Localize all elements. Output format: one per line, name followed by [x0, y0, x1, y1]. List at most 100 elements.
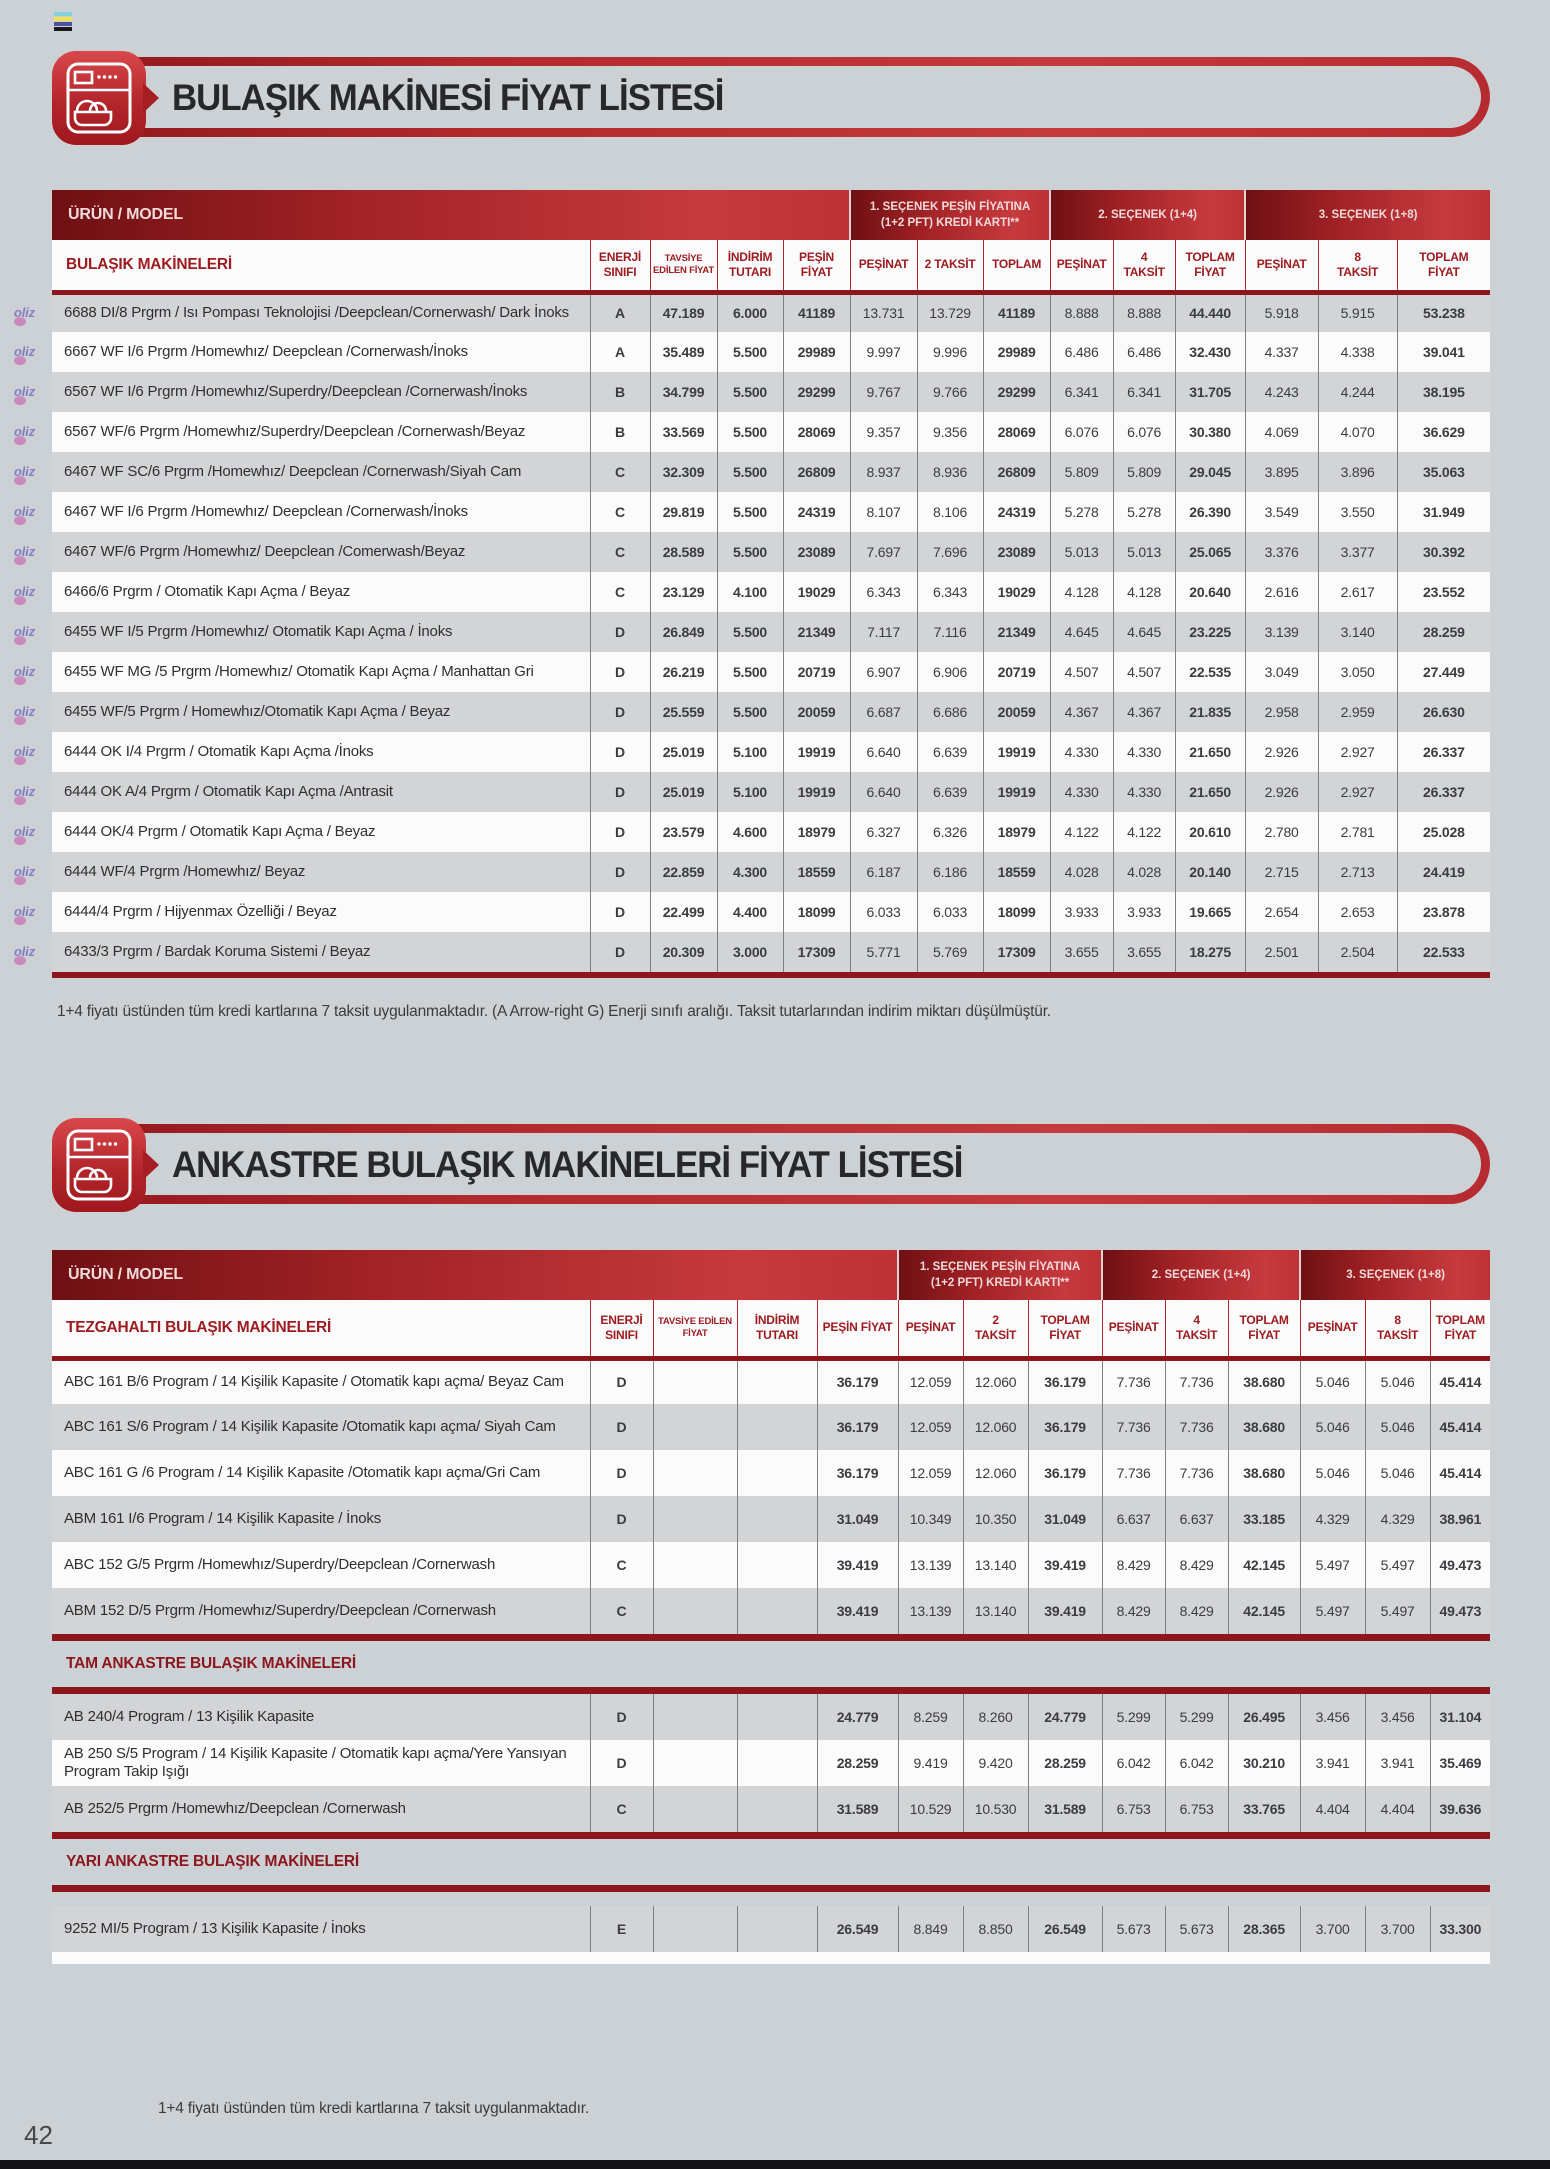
brand-watermark-dot — [14, 355, 26, 365]
brand-watermark-dot — [14, 955, 26, 965]
price-cell: 3.377 — [1317, 532, 1398, 572]
price-cell: 4.367 — [1049, 692, 1114, 732]
price-cell: 6.640 — [849, 772, 918, 812]
price-cell — [736, 1906, 817, 1952]
price-cell — [652, 1496, 737, 1542]
price-cell: 20.140 — [1174, 852, 1246, 892]
price-cell: 31.104 — [1429, 1694, 1491, 1740]
column-header: BULAŞIK MAKİNELERİ — [52, 240, 590, 295]
price-cell: 3.550 — [1317, 492, 1398, 532]
brand-watermark: oliz — [14, 864, 35, 885]
price-cell: 5.299 — [1164, 1694, 1229, 1740]
price-cell — [652, 1786, 737, 1832]
price-cell: 8.888 — [1112, 292, 1176, 332]
price-cell: 44.440 — [1174, 292, 1246, 332]
column-header: TOPLAM — [982, 240, 1051, 295]
price-cell: 18099 — [982, 892, 1051, 932]
price-cell: 45.414 — [1429, 1404, 1491, 1450]
brand-watermark-dot — [14, 715, 26, 725]
table-row: AB 240/4 Program / 13 Kişilik Kapasite D 2… — [52, 1694, 1491, 1740]
brand-watermark-dot — [14, 515, 26, 525]
product-name-cell: 6467 WF SC/6 Prgrm /Homewhız/ Deepclean … — [14, 452, 590, 492]
energy-class-cell: D — [589, 1358, 653, 1404]
price-cell: 8.429 — [1101, 1588, 1166, 1634]
price-cell: 25.065 — [1174, 532, 1246, 572]
price-cell: 5.299 — [1101, 1694, 1166, 1740]
price-cell: 10.350 — [962, 1496, 1029, 1542]
table-row: ABM 152 D/5 Prgrm /Homewhız/Superdry/Dee… — [52, 1588, 1491, 1634]
price-cell: 2.653 — [1317, 892, 1398, 932]
price-cell: 28.259 — [1027, 1740, 1103, 1786]
regmark-bar — [54, 22, 72, 26]
price-cell: 4.367 — [1112, 692, 1176, 732]
brand-watermark: oliz — [14, 784, 35, 805]
price-cell: 31.589 — [816, 1786, 899, 1832]
price-cell: 9.420 — [962, 1740, 1029, 1786]
price-cell: 6.042 — [1164, 1740, 1229, 1786]
price-cell: 6.686 — [916, 692, 984, 732]
table-row: 6444/4 Prgrm / Hijyenmax Özelliği / Beya… — [14, 892, 1491, 932]
product-name-cell: 9252 MI/5 Program / 13 Kişilik Kapasite … — [52, 1906, 590, 1952]
price-cell: 20.640 — [1174, 572, 1246, 612]
price-cell: 12.060 — [962, 1404, 1029, 1450]
energy-class-cell: D — [589, 892, 650, 932]
price-cell: 4.128 — [1112, 572, 1176, 612]
price-cell: 19919 — [782, 772, 851, 812]
price-cell: 39.419 — [816, 1588, 899, 1634]
price-cell: 19.665 — [1174, 892, 1246, 932]
price-cell: 23089 — [782, 532, 851, 572]
energy-class-cell: C — [589, 572, 650, 612]
brand-watermark-dot — [14, 555, 26, 565]
price-cell: 38.680 — [1227, 1404, 1301, 1450]
price-cell: 4.028 — [1112, 852, 1176, 892]
price-cell: 19919 — [982, 732, 1051, 772]
section-divider-bar — [52, 1687, 1491, 1694]
price-cell: 19029 — [782, 572, 851, 612]
price-cell: 5.100 — [716, 772, 783, 812]
price-cell: 21.650 — [1174, 772, 1246, 812]
price-cell: 3.140 — [1317, 612, 1398, 652]
energy-class-cell: A — [589, 332, 650, 372]
price-cell: 5.915 — [1317, 292, 1398, 332]
price-cell: 4.128 — [1049, 572, 1114, 612]
price-cell: 18559 — [782, 852, 851, 892]
price-cell: 49.473 — [1429, 1588, 1491, 1634]
price-cell — [736, 1786, 817, 1832]
column-header: 8 TAKSİT — [1317, 240, 1398, 295]
price-cell: 2.780 — [1244, 812, 1319, 852]
price-cell: 4.645 — [1049, 612, 1114, 652]
price-cell: 36.179 — [1027, 1404, 1103, 1450]
table-row: 6467 WF SC/6 Prgrm /Homewhız/ Deepclean … — [14, 452, 1491, 492]
price-cell: 2.713 — [1317, 852, 1398, 892]
price-cell: 6.639 — [916, 772, 984, 812]
price-cell: 24319 — [782, 492, 851, 532]
price-cell — [652, 1740, 737, 1786]
price-cell: 12.059 — [897, 1358, 964, 1404]
price-cell: 4.645 — [1112, 612, 1176, 652]
regmark-bar — [54, 27, 72, 31]
section-divider-bar — [52, 1832, 1491, 1839]
price-cell: 7.736 — [1101, 1404, 1166, 1450]
section2-title: ANKASTRE BULAŞIK MAKİNELERİ FİYAT LİSTES… — [172, 1144, 963, 1185]
price-cell: 4.330 — [1112, 772, 1176, 812]
price-cell: 6.000 — [716, 292, 783, 332]
energy-class-cell: B — [589, 372, 650, 412]
price-cell: 5.497 — [1299, 1588, 1366, 1634]
price-cell: 30.210 — [1227, 1740, 1301, 1786]
price-cell: 28.259 — [1396, 612, 1491, 652]
product-name-cell: 6455 WF/5 Prgrm / Homewhız/Otomatik Kapı… — [14, 692, 590, 732]
group-label-row: TAM ANKASTRE BULAŞIK MAKİNELERİ — [52, 1641, 1490, 1687]
brand-watermark-dot — [14, 395, 26, 405]
header-group-2: 2. SEÇENEK (1+4) — [1049, 190, 1246, 240]
price-cell: 5.500 — [716, 452, 783, 492]
column-header: PEŞİNAT — [849, 240, 918, 295]
table-row: ABC 152 G/5 Prgrm /Homewhız/Superdry/Dee… — [52, 1542, 1491, 1588]
price-cell: 5.497 — [1299, 1542, 1366, 1588]
energy-class-cell: D — [589, 852, 650, 892]
energy-class-cell: E — [589, 1906, 653, 1952]
price-cell: 38.961 — [1429, 1496, 1491, 1542]
price-cell: 5.500 — [716, 332, 783, 372]
price-cell: 5.046 — [1364, 1358, 1431, 1404]
price-cell: 23.579 — [649, 812, 717, 852]
brand-watermark-dot — [14, 595, 26, 605]
